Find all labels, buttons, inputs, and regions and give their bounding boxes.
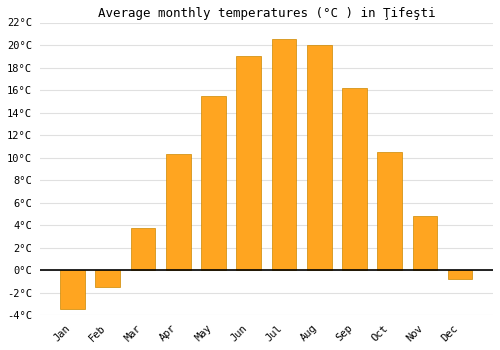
Bar bbox=[166, 154, 190, 270]
Bar bbox=[412, 216, 437, 270]
Bar bbox=[307, 45, 332, 270]
Bar bbox=[60, 270, 85, 309]
Bar bbox=[236, 56, 261, 270]
Bar bbox=[96, 270, 120, 287]
Bar bbox=[378, 152, 402, 270]
Title: Average monthly temperatures (°C ) in Ţifeşti: Average monthly temperatures (°C ) in Ţi… bbox=[98, 7, 435, 20]
Bar bbox=[201, 96, 226, 270]
Bar bbox=[272, 40, 296, 270]
Bar bbox=[448, 270, 472, 279]
Bar bbox=[130, 229, 156, 270]
Bar bbox=[342, 88, 366, 270]
